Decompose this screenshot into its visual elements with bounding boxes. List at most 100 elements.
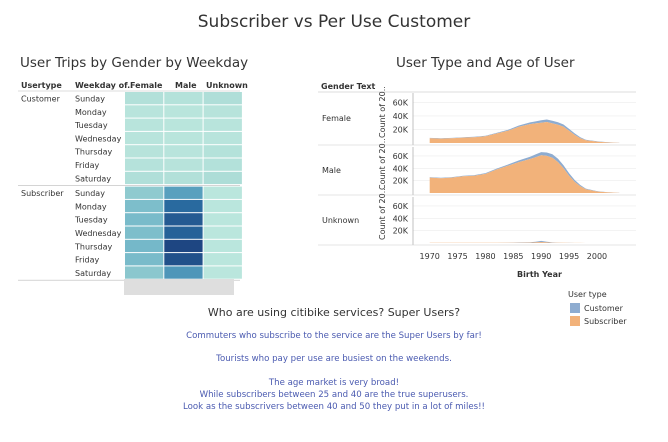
dashboard-title: Subscriber vs Per Use Customer xyxy=(197,12,471,32)
heatmap-cell xyxy=(164,158,203,171)
area-x-tick: 1990 xyxy=(531,252,551,261)
heatmap-cell xyxy=(164,171,203,185)
heatmap-cell xyxy=(164,145,203,158)
story-line-5: Look as the subscrivers between 40 and 5… xyxy=(183,402,485,412)
area-y-tick: 20K xyxy=(393,227,409,236)
story-title: Who are using citibike services? Super U… xyxy=(207,306,461,319)
area-y-tick: 60K xyxy=(393,152,409,161)
area-y-tick: 20K xyxy=(393,177,409,186)
heatmap-usertype-label: Customer xyxy=(21,95,61,104)
heatmap-cell xyxy=(203,92,242,105)
area-y-axis-label: Count of 20.. xyxy=(378,138,387,190)
area-x-tick: 1985 xyxy=(503,252,523,261)
heatmap-cell xyxy=(125,199,164,213)
area-y-axis-label: Count of 20.. xyxy=(378,86,387,138)
heatmap-cell xyxy=(164,226,203,239)
heatmap-cell xyxy=(203,226,242,239)
heatmap-weekday-label: Sunday xyxy=(75,95,105,104)
heatmap-cell xyxy=(164,253,203,266)
heatmap-cell xyxy=(164,186,203,199)
area-x-tick: 2000 xyxy=(587,252,607,261)
heatmap-cell xyxy=(203,199,242,213)
heatmap-cell xyxy=(203,145,242,158)
heatmap-weekday-label: Friday xyxy=(75,256,100,265)
area-y-tick: 40K xyxy=(393,164,409,173)
heatmap-cell xyxy=(125,171,164,185)
heatmap-weekday-label: Tuesday xyxy=(74,216,108,225)
area-gender-label: Male xyxy=(322,166,341,175)
area-y-axis-label: Count of 20.. xyxy=(378,188,387,240)
area-customer-male xyxy=(429,152,620,193)
area-subscriber-female xyxy=(429,122,620,143)
story-line-4: While subscribers between 25 and 40 are … xyxy=(199,390,469,400)
heatmap-cell xyxy=(125,145,164,158)
area-x-axis-label: Birth Year xyxy=(517,270,562,279)
heatmap-cell xyxy=(203,213,242,226)
heatmap-cell xyxy=(125,213,164,226)
area-gender-label: Female xyxy=(322,114,351,123)
heatmap-cell xyxy=(125,186,164,199)
heatmap-cell xyxy=(164,199,203,213)
heatmap-cell xyxy=(164,213,203,226)
heatmap-cell xyxy=(203,239,242,253)
heatmap-cell xyxy=(164,105,203,118)
heatmap-cell xyxy=(203,131,242,145)
legend-item-subscriber[interactable]: Subscriber xyxy=(570,316,627,326)
area-subscriber-unknown xyxy=(429,242,620,243)
legend-swatch-customer xyxy=(570,303,580,313)
heatmap-cell xyxy=(203,171,242,185)
story-line-3: The age market is very broad! xyxy=(268,378,400,388)
heatmap-cell xyxy=(203,118,242,131)
area-gender-label: Unknown xyxy=(322,216,359,225)
heatmap-column-header: Weekday of.. xyxy=(75,81,133,90)
heatmap-cell xyxy=(164,239,203,253)
area-chart-title: User Type and Age of User xyxy=(396,55,575,71)
area-x-tick: 1995 xyxy=(559,252,579,261)
heatmap-title: User Trips by Gender by Weekday xyxy=(20,55,249,71)
legend-title: User type xyxy=(568,290,607,299)
heatmap-weekday-label: Thursday xyxy=(74,242,112,251)
area-y-tick: 40K xyxy=(393,214,409,223)
story-line-1: Commuters who subscribe to the service a… xyxy=(186,331,482,341)
heatmap-cell xyxy=(125,226,164,239)
heatmap-cell xyxy=(164,266,203,279)
heatmap-weekday-label: Wednesday xyxy=(75,134,122,143)
heatmap-weekday-label: Thursday xyxy=(74,148,112,157)
heatmap-weekday-label: Tuesday xyxy=(74,121,108,130)
area-y-tick: 40K xyxy=(393,112,409,121)
heatmap-cell xyxy=(125,266,164,279)
heatmap-cell xyxy=(164,131,203,145)
area-row-header: Gender Text xyxy=(321,82,376,91)
heatmap-weekday-label: Saturday xyxy=(75,174,111,183)
legend-item-customer[interactable]: Customer xyxy=(570,303,623,313)
area-y-tick: 20K xyxy=(393,125,409,134)
heatmap-cell xyxy=(125,105,164,118)
area-x-tick: 1970 xyxy=(420,252,440,261)
heatmap-cell xyxy=(203,158,242,171)
heatmap-cell xyxy=(125,239,164,253)
heatmap-cell xyxy=(203,253,242,266)
heatmap-cell xyxy=(125,131,164,145)
legend-label-subscriber: Subscriber xyxy=(584,316,627,326)
heatmap-scrollbar xyxy=(124,279,234,295)
heatmap-cell xyxy=(164,118,203,131)
heatmap-cell xyxy=(125,253,164,266)
area-y-tick: 60K xyxy=(393,98,409,107)
heatmap-column-header: Usertype xyxy=(21,81,62,90)
heatmap-cell xyxy=(125,158,164,171)
heatmap-column-header: Male xyxy=(175,81,197,90)
area-customer-female xyxy=(429,119,620,143)
heatmap-usertype-label: Subscriber xyxy=(21,189,64,198)
heatmap-cell xyxy=(203,186,242,199)
heatmap-weekday-label: Wednesday xyxy=(75,229,122,238)
heatmap-weekday-label: Sunday xyxy=(75,189,105,198)
area-x-tick: 1980 xyxy=(475,252,495,261)
area-customer-unknown xyxy=(429,240,620,243)
area-x-tick: 1975 xyxy=(447,252,467,261)
heatmap-cell xyxy=(125,92,164,105)
story-line-2: Tourists who pay per use are busiest on … xyxy=(216,354,452,364)
heatmap-cell xyxy=(203,266,242,279)
legend-swatch-subscriber xyxy=(570,316,580,326)
heatmap-column-header: Female xyxy=(130,81,163,90)
heatmap-weekday-label: Saturday xyxy=(75,269,111,278)
